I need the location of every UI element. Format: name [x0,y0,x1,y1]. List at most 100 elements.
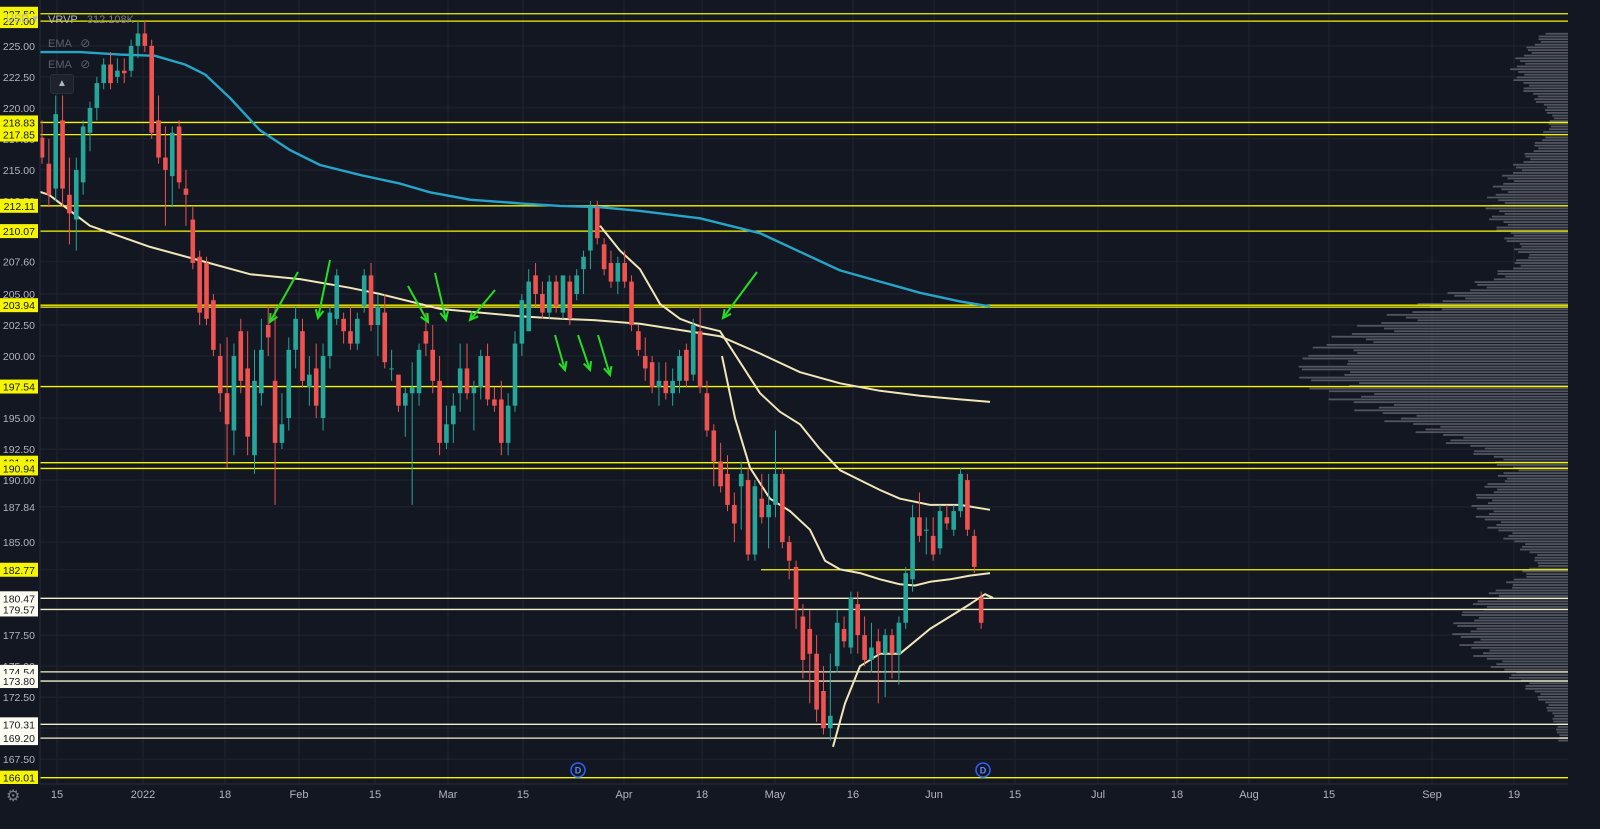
volume-profile-bar [1529,682,1568,685]
annotation-arrow [597,334,613,378]
price-tick-label: 172.50 [3,692,35,704]
currency-selector[interactable]: USD ▾ [6,12,38,25]
volume-profile-bar [1452,633,1568,636]
candle [46,138,52,208]
volume-profile-bar [1461,614,1568,616]
candle-body [766,504,771,518]
candle [327,306,333,369]
annotation-arrows [268,259,758,378]
candle-body [121,70,127,74]
candle [245,331,250,456]
arrow-shaft [434,272,447,321]
candle-body [512,343,518,406]
volume-profile-bar [1405,316,1568,319]
volume-profile-bar [1454,294,1568,297]
candle [471,380,477,431]
volume-profile-bar [1460,635,1568,638]
price-tick-label: 177.50 [3,630,35,642]
candle-body [917,517,922,536]
level-label-bg [0,717,38,732]
volume-profile-bar [1496,464,1568,466]
candle-body [259,349,264,394]
volume-profile-bar [1477,600,1568,603]
candle-body [690,325,696,375]
dividend-marker-icon[interactable]: D [975,762,991,778]
candle [923,517,929,555]
volume-profile-bar [1513,172,1568,174]
candle [437,356,442,456]
volume-profile-bar [1538,698,1568,701]
level-label-text: 179.57 [3,604,35,616]
collapse-legend-button[interactable]: ▲ [50,74,74,94]
candle [396,374,401,412]
candle-body [807,628,813,654]
candle-body [828,715,833,729]
candle-body [87,107,93,133]
volume-profile-bar [1520,264,1568,267]
candle [108,52,113,90]
candle [382,294,388,369]
candle [313,343,319,419]
volume-profile-bar [1489,218,1568,221]
candle [478,349,484,400]
arrow-shaft [597,334,611,376]
volume-profile-bar [1417,319,1568,322]
volume-profile-bar [1347,363,1568,365]
candle [492,387,497,412]
gear-icon[interactable]: ⚙ [6,788,21,805]
volume-profile-bar [1508,534,1568,537]
volume-profile-bar [1298,365,1568,368]
candle-body [457,368,463,394]
volume-profile-bar [1459,644,1568,646]
candle-body [279,424,285,443]
candle-body [649,362,655,388]
candle-body [307,374,312,388]
candle-body [53,114,59,189]
indicator-value: 312.108K [86,14,134,26]
candle [416,343,422,406]
candle [190,207,196,270]
volume-profile-bar [1354,409,1568,412]
volume-profile-bar [1521,169,1568,172]
eye-off-icon[interactable]: ⊘ [80,36,91,50]
candle-body [94,83,100,108]
level-price-label: 227.00 [0,14,38,29]
candle [697,306,703,394]
volume-profile-bar [1527,49,1568,52]
candle-body [375,306,381,326]
volume-profile-bar [1525,687,1568,690]
volume-profile-bar [1510,232,1568,234]
annotation-arrow [434,272,449,323]
candle-body [526,281,532,332]
indicator-legend-vrvp[interactable]: VRVP 312.108K [48,14,134,26]
volume-profile-bar [1498,595,1568,597]
candle-body [704,393,710,431]
arrow-head [558,360,568,373]
volume-profile-bar [1540,693,1568,696]
candle-body [855,604,861,636]
volume-profile-bar [1503,182,1568,185]
level-label-text: 217.85 [3,130,35,142]
indicator-legend-ema-2[interactable]: EMA ⊘ [48,57,90,71]
indicator-legend-ema-1[interactable]: EMA ⊘ [48,36,90,50]
dividend-marker-icon[interactable]: D [570,762,586,778]
time-tick-label: 15 [1009,789,1021,801]
candle [355,312,360,350]
candle-body [876,641,881,654]
volume-profile-bar [1514,262,1568,264]
candle [937,504,943,555]
candle [389,349,394,381]
volume-profile-bar [1518,469,1568,472]
candle-body [265,325,271,338]
candle-body [149,45,154,133]
level-price-label: 218.83 [0,115,38,130]
candle [183,169,189,226]
eye-off-icon[interactable]: ⊘ [80,57,91,71]
candle-body [841,628,847,642]
level-label-bg [0,731,38,746]
candle [978,591,984,629]
volume-profile-bar [1534,144,1568,147]
candle [341,312,346,344]
